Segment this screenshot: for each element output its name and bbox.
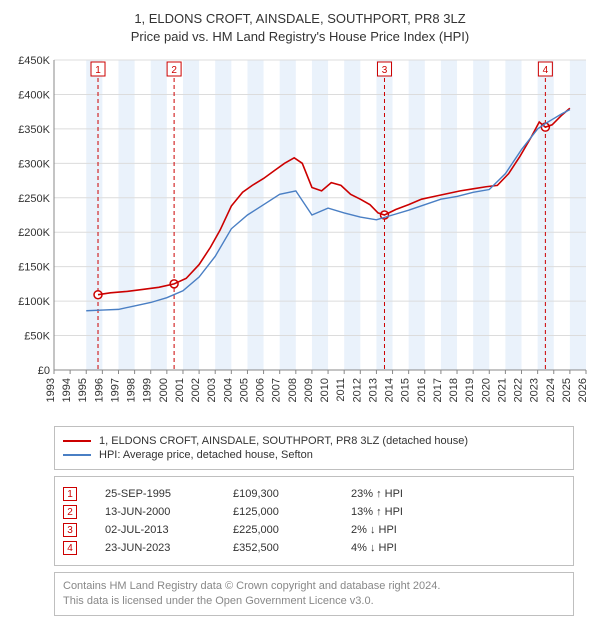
event-date: 13-JUN-2000 (105, 506, 205, 518)
svg-text:2008: 2008 (287, 378, 299, 402)
svg-text:2011: 2011 (335, 378, 347, 402)
legend: 1, ELDONS CROFT, AINSDALE, SOUTHPORT, PR… (54, 426, 574, 470)
title-line-2: Price paid vs. HM Land Registry's House … (10, 28, 590, 46)
svg-text:£0: £0 (38, 365, 50, 377)
svg-text:2024: 2024 (545, 378, 557, 402)
svg-text:£450K: £450K (18, 55, 50, 67)
chart-area: £0 £50K £100K £150K £200K £250K £300K £350K £400… (10, 50, 590, 420)
title-line-1: 1, ELDONS CROFT, AINSDALE, SOUTHPORT, PR… (10, 10, 590, 28)
svg-text:2004: 2004 (222, 378, 234, 402)
svg-text:2007: 2007 (271, 378, 283, 402)
events-table: 1 25-SEP-1995 £109,300 23% ↑ HPI 2 13-JUN-200… (54, 476, 574, 566)
svg-text:£200K: £200K (18, 228, 50, 240)
event-marker: 4 (63, 541, 77, 555)
svg-text:2013: 2013 (367, 378, 379, 402)
svg-text:2017: 2017 (432, 378, 444, 402)
svg-text:£400K: £400K (18, 90, 50, 102)
event-diff: 2% ↓ HPI (351, 524, 397, 536)
license-notice: Contains HM Land Registry data © Crown c… (54, 572, 574, 616)
event-diff: 13% ↑ HPI (351, 506, 403, 518)
event-diff: 23% ↑ HPI (351, 488, 403, 500)
svg-text:£300K: £300K (18, 159, 50, 171)
event-date: 23-JUN-2023 (105, 542, 205, 554)
svg-text:1998: 1998 (126, 378, 138, 402)
svg-text:2010: 2010 (319, 378, 331, 402)
legend-label: HPI: Average price, detached house, Seft… (99, 449, 313, 461)
svg-text:2003: 2003 (206, 378, 218, 402)
chart-title-block: 1, ELDONS CROFT, AINSDALE, SOUTHPORT, PR… (10, 10, 590, 46)
license-line-1: Contains HM Land Registry data © Crown c… (63, 579, 565, 594)
event-price: £225,000 (233, 524, 323, 536)
svg-text:1996: 1996 (93, 378, 105, 402)
svg-text:3: 3 (382, 65, 388, 76)
svg-text:2006: 2006 (255, 378, 267, 402)
legend-swatch (63, 454, 91, 456)
event-price: £125,000 (233, 506, 323, 518)
svg-text:1999: 1999 (142, 378, 154, 402)
svg-text:2022: 2022 (513, 378, 525, 402)
legend-label: 1, ELDONS CROFT, AINSDALE, SOUTHPORT, PR… (99, 435, 468, 447)
event-date: 25-SEP-1995 (105, 488, 205, 500)
svg-text:2020: 2020 (480, 378, 492, 402)
svg-text:2021: 2021 (496, 378, 508, 402)
event-marker: 3 (63, 523, 77, 537)
svg-text:2019: 2019 (464, 378, 476, 402)
svg-text:2002: 2002 (190, 378, 202, 402)
svg-text:2001: 2001 (174, 378, 186, 402)
svg-text:2014: 2014 (384, 378, 396, 402)
svg-text:2015: 2015 (400, 378, 412, 402)
svg-text:2026: 2026 (577, 378, 589, 402)
svg-text:2012: 2012 (351, 378, 363, 402)
svg-text:1: 1 (95, 65, 101, 76)
svg-text:1995: 1995 (77, 378, 89, 402)
svg-text:4: 4 (543, 65, 549, 76)
svg-text:2025: 2025 (561, 378, 573, 402)
license-line-2: This data is licensed under the Open Gov… (63, 594, 565, 609)
svg-text:£250K: £250K (18, 193, 50, 205)
event-price: £352,500 (233, 542, 323, 554)
event-price: £109,300 (233, 488, 323, 500)
svg-text:1997: 1997 (109, 378, 121, 402)
legend-row: 1, ELDONS CROFT, AINSDALE, SOUTHPORT, PR… (63, 435, 565, 447)
svg-text:£50K: £50K (24, 331, 50, 343)
event-row: 4 23-JUN-2023 £352,500 4% ↓ HPI (63, 541, 565, 555)
svg-text:£100K: £100K (18, 296, 50, 308)
event-row: 1 25-SEP-1995 £109,300 23% ↑ HPI (63, 487, 565, 501)
svg-text:1994: 1994 (61, 378, 73, 402)
svg-text:2005: 2005 (238, 378, 250, 402)
svg-text:2016: 2016 (416, 378, 428, 402)
svg-text:2018: 2018 (448, 378, 460, 402)
chart-svg: £0 £50K £100K £150K £200K £250K £300K £350K £400… (10, 50, 590, 420)
svg-text:2009: 2009 (303, 378, 315, 402)
legend-swatch (63, 440, 91, 442)
svg-text:2000: 2000 (158, 378, 170, 402)
event-marker: 1 (63, 487, 77, 501)
event-row: 3 02-JUL-2013 £225,000 2% ↓ HPI (63, 523, 565, 537)
svg-text:£150K: £150K (18, 262, 50, 274)
event-marker: 2 (63, 505, 77, 519)
legend-row: HPI: Average price, detached house, Seft… (63, 449, 565, 461)
svg-text:£350K: £350K (18, 124, 50, 136)
event-date: 02-JUL-2013 (105, 524, 205, 536)
svg-text:1993: 1993 (45, 378, 57, 402)
event-diff: 4% ↓ HPI (351, 542, 397, 554)
event-row: 2 13-JUN-2000 £125,000 13% ↑ HPI (63, 505, 565, 519)
svg-text:2023: 2023 (529, 378, 541, 402)
svg-text:2: 2 (171, 65, 177, 76)
